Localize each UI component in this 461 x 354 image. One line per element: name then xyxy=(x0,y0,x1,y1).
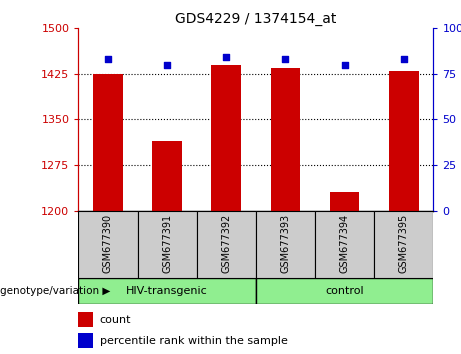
Bar xyxy=(197,211,256,278)
Text: genotype/variation ▶: genotype/variation ▶ xyxy=(0,286,110,296)
Bar xyxy=(212,65,241,211)
Point xyxy=(341,62,349,68)
Title: GDS4229 / 1374154_at: GDS4229 / 1374154_at xyxy=(175,12,337,26)
Bar xyxy=(374,211,433,278)
Text: GSM677393: GSM677393 xyxy=(280,214,290,273)
Bar xyxy=(78,312,93,327)
Bar xyxy=(137,211,197,278)
Bar xyxy=(315,211,374,278)
Point xyxy=(282,57,289,62)
Point xyxy=(400,57,408,62)
Text: GSM677391: GSM677391 xyxy=(162,214,172,273)
Point xyxy=(163,62,171,68)
Bar xyxy=(256,211,315,278)
Text: GSM677395: GSM677395 xyxy=(399,214,409,273)
Bar xyxy=(271,68,300,211)
Text: GSM677392: GSM677392 xyxy=(221,214,231,273)
Text: HIV-transgenic: HIV-transgenic xyxy=(126,286,208,296)
Bar xyxy=(152,141,182,211)
Bar xyxy=(78,333,93,348)
Text: control: control xyxy=(325,286,364,296)
Bar xyxy=(78,278,256,304)
Text: GSM677390: GSM677390 xyxy=(103,214,113,273)
Bar xyxy=(330,193,360,211)
Point xyxy=(104,57,112,62)
Bar xyxy=(78,211,137,278)
Text: count: count xyxy=(100,315,131,325)
Bar xyxy=(389,71,419,211)
Bar xyxy=(93,74,123,211)
Text: GSM677394: GSM677394 xyxy=(340,214,349,273)
Bar xyxy=(256,278,433,304)
Point xyxy=(223,55,230,60)
Text: percentile rank within the sample: percentile rank within the sample xyxy=(100,336,288,346)
